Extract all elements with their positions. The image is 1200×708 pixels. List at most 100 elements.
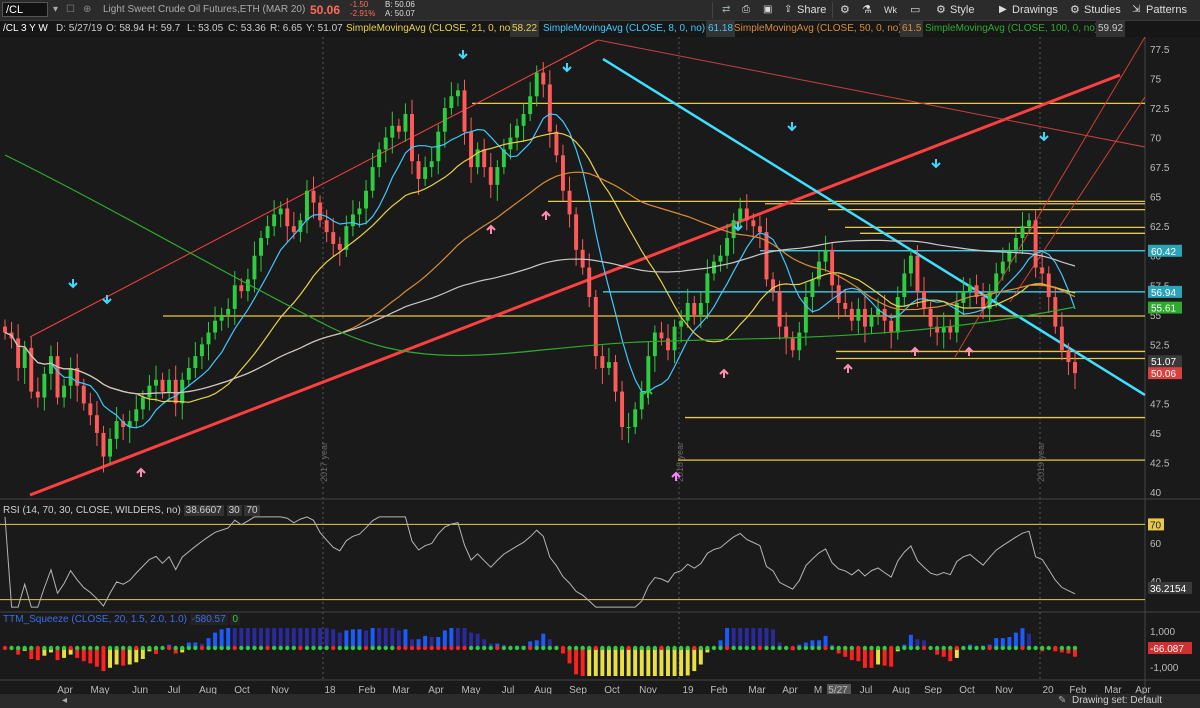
rsi-axis-tag	[1148, 518, 1164, 531]
ttm-squeeze-dot	[869, 645, 874, 651]
ttm-squeeze-dot	[948, 645, 953, 651]
ttm-squeeze-dot	[61, 645, 67, 651]
share-button[interactable]: Share	[797, 4, 827, 16]
candle-body	[797, 332, 802, 351]
share-icon[interactable]: ⇪	[784, 4, 793, 15]
price-tag	[1148, 355, 1182, 368]
candle-body	[357, 208, 362, 215]
drawing-set-icon[interactable]: ✎	[1058, 695, 1067, 706]
ttm-squeeze-dot	[363, 645, 369, 651]
price-tag-label: 55.61	[1151, 304, 1176, 315]
candle-body	[193, 356, 198, 368]
flask-icon[interactable]: ⚗	[862, 4, 872, 16]
candle-body	[948, 326, 953, 333]
ttm-histogram-bar	[101, 648, 106, 672]
ttm-squeeze-dot	[291, 645, 297, 651]
candle-body	[383, 137, 388, 150]
link-icon[interactable]: ⇄	[722, 4, 731, 15]
ttm-histogram-bar	[672, 648, 677, 676]
ttm-squeeze-dot	[587, 645, 592, 651]
chart-canvas[interactable]: 2017 year 2018 year 2019 year 77.5 75 72.5 70 6…	[0, 37, 1200, 694]
ttm-squeeze-dot	[593, 645, 598, 651]
candle-body	[1007, 249, 1012, 262]
ttm-histogram-bar	[1027, 633, 1032, 648]
ttm-histogram-bar	[534, 640, 539, 648]
ttm-squeeze-dot	[659, 645, 664, 651]
ttm-squeeze-dot	[915, 645, 920, 651]
ttm-squeeze-dot	[429, 645, 434, 651]
ttm-squeeze-dot	[396, 645, 402, 651]
up-arrow-icon	[643, 388, 653, 398]
rsi-panel[interactable]: 70604036.2154	[0, 516, 1192, 608]
ttm-squeeze-dot	[370, 645, 375, 651]
year-label: 2019 year	[1036, 442, 1046, 482]
candle-body	[94, 415, 99, 433]
candle-body	[1066, 350, 1071, 363]
symbol-input[interactable]: /CL	[2, 2, 48, 17]
candle-body	[1013, 238, 1018, 250]
candle-body	[199, 344, 204, 357]
toolbar: /CL ▾ ☐ ⊕ Light Sweet Crude Oil Futures,…	[0, 0, 1200, 21]
candle-body	[81, 385, 86, 404]
candle-body	[475, 149, 480, 168]
ttm-histogram-bar	[633, 648, 638, 676]
chart-settings-icon[interactable]: ⚙	[840, 4, 850, 16]
ttm-histogram-bar	[304, 628, 309, 648]
lock-icon[interactable]: ▣	[763, 4, 773, 15]
ttm-panel[interactable]: 1,000 -1,000 -66.087	[2, 627, 1192, 676]
ttm-histogram-bar	[626, 648, 631, 676]
style-button[interactable]: Style	[950, 4, 975, 16]
studies-button[interactable]: Studies	[1084, 4, 1121, 16]
wk-button[interactable]: Wk	[884, 5, 897, 15]
ttm-squeeze-dot	[140, 645, 146, 651]
instrument-info-icon[interactable]: ☐	[66, 4, 75, 15]
candle-body	[469, 131, 474, 168]
time-axis-label: Mar	[1104, 685, 1122, 694]
ttm-squeeze-dot	[1026, 645, 1032, 651]
scroll-left-icon[interactable]: ◂	[62, 695, 68, 706]
print-icon[interactable]: ⎙	[742, 4, 750, 15]
ttm-histogram-bar	[817, 640, 821, 648]
ttm-histogram-bar	[429, 637, 434, 648]
up-arrow-icon	[719, 368, 729, 378]
ttm-squeeze-dot	[888, 645, 894, 651]
favorite-icon[interactable]: ⊕	[83, 4, 92, 15]
drawings-button[interactable]: Drawings	[1012, 4, 1058, 16]
ttm-squeeze-dot	[790, 645, 795, 651]
candle-body	[114, 421, 119, 439]
ttm-squeeze-dot	[961, 645, 966, 651]
trendline-cyan	[602, 57, 1146, 397]
ttm-squeeze-dot	[560, 645, 566, 651]
ttm-squeeze-dot	[738, 645, 743, 651]
drawings-cursor-icon[interactable]: ▶	[999, 4, 1007, 15]
price-tag-label: 50.06	[1151, 369, 1176, 380]
ttm-histogram-bar	[574, 648, 579, 675]
ttm-title-block: TTM_Squeeze (CLOSE, 20, 1.5, 2.0, 1.0) -…	[3, 614, 241, 625]
timeframe-icon[interactable]: ▭	[910, 4, 921, 16]
time-axis-label: Jul	[502, 685, 515, 694]
candle-body	[285, 208, 290, 227]
price-tick: 67.5	[1150, 163, 1170, 174]
patterns-button[interactable]: Patterns	[1146, 4, 1187, 16]
ttm-squeeze-dot	[514, 645, 520, 651]
symbol-dropdown-icon[interactable]: ▾	[53, 4, 59, 15]
candle-body	[817, 261, 821, 280]
price-panel[interactable]: 2017 year 2018 year 2019 year 77.5 75 72.5 70 6…	[0, 37, 1200, 694]
ttm-squeeze-dot	[521, 645, 526, 651]
candle-body	[567, 190, 572, 215]
ttm-squeeze-dot	[409, 645, 415, 651]
candle-body	[587, 267, 592, 298]
ttm-histogram-bar	[731, 628, 736, 648]
price-tag-label: 56.94	[1151, 288, 1176, 299]
style-gear-icon[interactable]: ⚙	[936, 4, 946, 16]
ttm-histogram-bar	[495, 643, 500, 648]
candle-body	[429, 161, 434, 168]
patterns-icon[interactable]: ⇲	[1132, 4, 1141, 15]
candle-body	[304, 190, 309, 221]
studies-icon[interactable]: ⚙	[1070, 4, 1080, 16]
ask: A: 50.07	[385, 9, 415, 18]
change-value: -1.50	[350, 0, 369, 9]
ttm-squeeze-dot	[22, 645, 27, 651]
ttm-histogram-bar	[206, 638, 211, 648]
price-tick: 72.5	[1150, 104, 1170, 115]
